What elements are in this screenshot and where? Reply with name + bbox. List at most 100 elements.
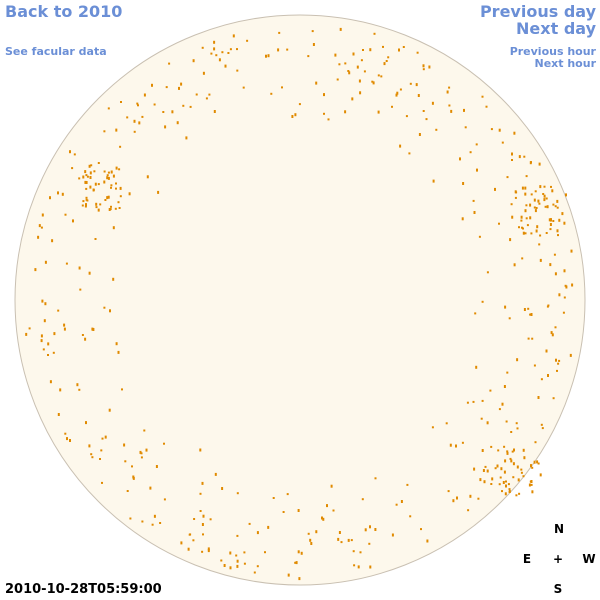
facula [512, 462, 515, 466]
facula [570, 249, 573, 253]
facula [545, 197, 548, 200]
facula [556, 369, 558, 372]
facula [368, 542, 371, 545]
facula [563, 296, 566, 299]
facula [66, 437, 68, 441]
facula [69, 150, 71, 154]
facula [246, 39, 249, 42]
facula [47, 342, 50, 346]
facula [547, 304, 550, 307]
facula [155, 465, 158, 468]
facula [369, 525, 371, 529]
facula [534, 190, 537, 193]
facula [544, 205, 547, 208]
previous-hour-link[interactable]: Previous hour [509, 45, 596, 58]
facula [84, 180, 87, 184]
facula [510, 459, 513, 463]
facula [103, 130, 106, 133]
facula [543, 198, 546, 202]
facula [337, 537, 340, 541]
facula [506, 451, 509, 455]
facula [236, 534, 239, 537]
facula [40, 339, 43, 343]
facula [90, 453, 93, 456]
compass-south: S [553, 582, 563, 596]
facula [143, 429, 146, 432]
facula [509, 457, 512, 460]
facula [140, 456, 143, 459]
facula [545, 349, 548, 353]
facula [37, 235, 40, 239]
facula [151, 523, 154, 526]
facula [498, 408, 501, 411]
previous-day-link[interactable]: Previous day [479, 2, 596, 21]
facula [556, 206, 559, 209]
facula [133, 119, 136, 123]
facula [461, 441, 464, 444]
facula [520, 219, 523, 222]
facula [422, 68, 425, 71]
facula [49, 380, 52, 384]
facula [571, 283, 574, 287]
facula [224, 64, 227, 68]
facula [242, 86, 245, 89]
facula [539, 258, 542, 262]
facula [84, 170, 87, 174]
next-hour-link[interactable]: Next hour [534, 57, 597, 70]
facula [221, 51, 224, 54]
facula [364, 528, 367, 532]
facula [478, 235, 481, 238]
facula [104, 435, 107, 439]
facula [551, 189, 554, 193]
facula [112, 277, 115, 281]
facula [501, 402, 504, 406]
facula [146, 175, 149, 179]
facula [76, 383, 79, 387]
facula [264, 551, 266, 554]
facula [178, 86, 180, 90]
facula [110, 184, 113, 187]
facula [109, 309, 111, 313]
facula [380, 75, 383, 78]
facula [208, 93, 211, 96]
facula [78, 177, 81, 180]
facula [540, 378, 543, 381]
facula [210, 52, 213, 55]
facula [537, 199, 540, 203]
facula [311, 30, 314, 33]
facula [110, 186, 112, 189]
facula [525, 175, 528, 178]
facula [399, 88, 402, 91]
facula [63, 327, 66, 331]
back-link[interactable]: Back to 2010 [5, 2, 123, 21]
facula [278, 31, 281, 34]
facula [501, 490, 503, 493]
facula [524, 209, 527, 213]
facula [541, 427, 544, 430]
facula [267, 54, 270, 58]
facula [479, 478, 482, 482]
facular-link[interactable]: See facular data [5, 45, 107, 58]
facula [121, 388, 123, 391]
facula [232, 34, 235, 38]
facula [530, 313, 533, 316]
facula [518, 226, 520, 229]
facula [85, 187, 88, 190]
next-day-link[interactable]: Next day [516, 19, 596, 38]
facula [112, 226, 115, 230]
facula [151, 83, 153, 87]
facula [425, 118, 428, 121]
facula [256, 565, 259, 568]
facula [93, 170, 96, 173]
facula [123, 443, 126, 447]
facula [351, 97, 354, 101]
facula [569, 353, 572, 357]
facula [86, 175, 89, 178]
facula [215, 54, 218, 57]
facula [28, 327, 31, 330]
facula [522, 475, 525, 478]
facula [539, 234, 542, 237]
facula [236, 559, 239, 563]
facula [84, 205, 87, 208]
